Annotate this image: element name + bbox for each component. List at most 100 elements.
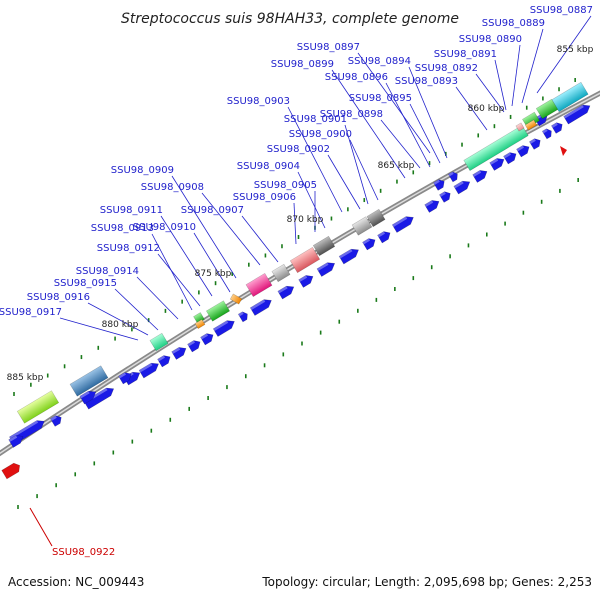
gene-forward[interactable] <box>212 317 236 337</box>
gene-0906[interactable] <box>229 293 243 305</box>
leader-line <box>151 233 193 311</box>
gene-label-SSU98_0912[interactable]: SSU98_0912 <box>97 243 160 254</box>
gene-label-SSU98_0891[interactable]: SSU98_0891 <box>434 49 497 60</box>
gene-0910[interactable] <box>194 319 206 329</box>
leader-line <box>511 44 521 107</box>
gene-forward[interactable] <box>424 198 442 213</box>
gene-forward[interactable] <box>472 168 490 183</box>
gene-label-SSU98_0892[interactable]: SSU98_0892 <box>415 63 478 74</box>
gene-forward[interactable] <box>50 414 63 427</box>
leader-line <box>87 302 149 336</box>
gene-forward[interactable] <box>249 296 273 316</box>
gene-forward[interactable] <box>277 283 296 300</box>
kbp-marker-label: 880 kbp <box>102 320 139 330</box>
gene-label-SSU98_0907[interactable]: SSU98_0907 <box>181 205 244 216</box>
genome-summary-text: Topology: circular; Length: 2,095,698 bp… <box>261 575 592 589</box>
gene-label-SSU98_0901[interactable]: SSU98_0901 <box>284 114 347 125</box>
gene-label-SSU98_0922[interactable]: SSU98_0922 <box>52 547 115 558</box>
gene-label-SSU98_0896[interactable]: SSU98_0896 <box>325 72 388 83</box>
gene-label-SSU98_0899[interactable]: SSU98_0899 <box>271 59 334 70</box>
gene-label-SSU98_0906[interactable]: SSU98_0906 <box>233 192 296 203</box>
gene-label-SSU98_0913[interactable]: SSU98_0913 <box>91 223 154 234</box>
kbp-marker-label: 860 kbp <box>468 104 505 114</box>
gene-label-SSU98_0904[interactable]: SSU98_0904 <box>237 161 300 172</box>
gene-forward[interactable] <box>433 178 446 191</box>
gene-label-SSU98_0905[interactable]: SSU98_0905 <box>254 180 317 191</box>
gene-forward[interactable] <box>157 353 173 368</box>
kbp-marker-label: 875 kbp <box>195 269 232 279</box>
gene-label-SSU98_0900[interactable]: SSU98_0900 <box>289 129 352 140</box>
selection-marker <box>560 146 567 156</box>
gene-forward[interactable] <box>338 246 361 265</box>
gene-label-SSU98_0903[interactable]: SSU98_0903 <box>227 96 290 107</box>
leader-line <box>327 154 361 210</box>
gene-0891[interactable] <box>524 119 538 131</box>
gene-0917[interactable] <box>16 390 60 424</box>
gene-label-SSU98_0917[interactable]: SSU98_0917 <box>0 307 62 318</box>
gene-forward[interactable] <box>298 273 316 288</box>
gene-forward[interactable] <box>377 229 393 244</box>
gene-forward[interactable] <box>8 433 26 448</box>
gene-forward[interactable] <box>138 360 161 379</box>
gene-0904[interactable] <box>245 272 273 298</box>
gene-forward[interactable] <box>118 370 134 385</box>
kbp-marker-label: 885 kbp <box>7 373 44 383</box>
gene-0896[interactable] <box>366 208 386 228</box>
gene-forward[interactable] <box>551 121 564 134</box>
gene-label-SSU98_0898[interactable]: SSU98_0898 <box>320 109 383 120</box>
leader-line <box>455 86 488 131</box>
gene-forward[interactable] <box>453 178 472 195</box>
gene-label-SSU98_0909[interactable]: SSU98_0909 <box>111 165 174 176</box>
gene-0893[interactable] <box>463 125 529 171</box>
leader-line <box>287 106 343 213</box>
gene-forward[interactable] <box>563 102 593 125</box>
scale-ticks <box>13 78 579 509</box>
gene-forward[interactable] <box>516 143 532 158</box>
gene-0916[interactable] <box>69 365 109 397</box>
gene-label-SSU98_0895[interactable]: SSU98_0895 <box>349 93 412 104</box>
leader-line <box>171 175 237 279</box>
gene-forward[interactable] <box>439 190 452 203</box>
gene-forward[interactable] <box>316 260 337 277</box>
kbp-marker-label: 865 kbp <box>378 161 415 171</box>
gene-0889[interactable] <box>535 98 559 120</box>
gene-0915[interactable] <box>149 332 169 352</box>
gene-0900[interactable] <box>312 235 336 257</box>
gene-label-SSU98_0902[interactable]: SSU98_0902 <box>267 144 330 155</box>
gene-forward[interactable] <box>79 388 98 405</box>
gene-0922[interactable] <box>1 461 23 480</box>
gene-label-SSU98_0915[interactable]: SSU98_0915 <box>54 278 117 289</box>
gene-label-SSU98_0916[interactable]: SSU98_0916 <box>27 292 90 303</box>
gene-forward[interactable] <box>503 150 519 165</box>
gene-label-SSU98_0897[interactable]: SSU98_0897 <box>297 42 360 53</box>
gene-track <box>1 81 593 480</box>
gene-forward[interactable] <box>362 236 378 251</box>
gene-forward[interactable] <box>187 338 203 353</box>
gene-0907[interactable] <box>205 300 231 322</box>
gene-label-SSU98_0889[interactable]: SSU98_0889 <box>482 18 545 29</box>
gene-0897[interactable] <box>351 216 373 236</box>
gene-label-SSU98_0914[interactable]: SSU98_0914 <box>76 266 139 277</box>
gene-forward[interactable] <box>171 345 189 360</box>
gene-label-SSU98_0887[interactable]: SSU98_0887 <box>530 5 593 16</box>
gene-forward[interactable] <box>237 310 249 323</box>
gene-forward[interactable] <box>489 156 507 171</box>
gene-0903[interactable] <box>271 263 291 283</box>
leader-line <box>157 253 201 307</box>
gene-label-SSU98_0911[interactable]: SSU98_0911 <box>100 205 163 216</box>
gene-0892[interactable] <box>515 122 525 132</box>
gene-forward[interactable] <box>447 170 459 183</box>
leader-line <box>241 215 279 263</box>
gene-forward[interactable] <box>200 331 216 346</box>
leader-line <box>357 52 431 154</box>
gene-label-SSU98_0893[interactable]: SSU98_0893 <box>395 76 458 87</box>
gene-label-SSU98_0910[interactable]: SSU98_0910 <box>133 222 196 233</box>
gene-forward[interactable] <box>391 213 415 233</box>
gene-forward[interactable] <box>529 137 542 150</box>
gene-label-SSU98_0894[interactable]: SSU98_0894 <box>348 56 411 67</box>
gene-label-SSU98_0908[interactable]: SSU98_0908 <box>141 182 204 193</box>
gene-label-SSU98_0890[interactable]: SSU98_0890 <box>459 34 522 45</box>
gene-0901[interactable] <box>289 246 321 274</box>
kbp-marker-label: 855 kbp <box>557 45 594 55</box>
gene-forward[interactable] <box>541 127 553 140</box>
